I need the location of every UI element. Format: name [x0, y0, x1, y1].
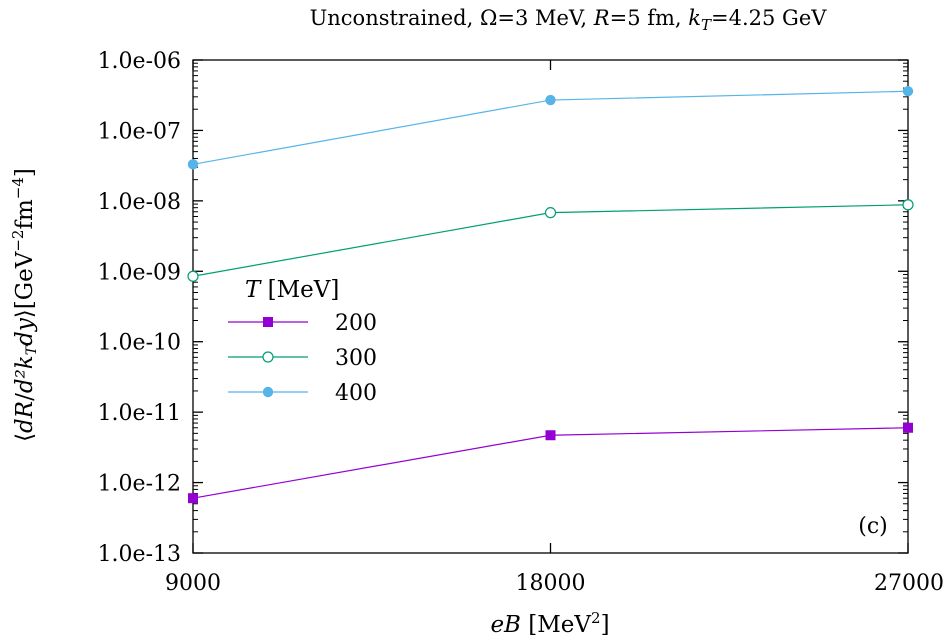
data-point-300	[902, 199, 914, 211]
series-markers	[187, 86, 914, 504]
legend-title: T [MeV]	[245, 277, 339, 303]
legend-label: 200	[335, 311, 377, 336]
axis-ticks	[192, 59, 909, 554]
y-tick-label: 1.0e-08	[98, 190, 181, 215]
x-tick-label: 18000	[516, 571, 586, 596]
chart-title: Unconstrained, Ω=3 MeV, R=5 fm, kT=4.25 …	[310, 6, 828, 34]
legend-marker	[263, 317, 273, 327]
x-tick-label: 9000	[165, 571, 221, 596]
legend-item: 200	[228, 311, 377, 336]
legend-label: 400	[335, 381, 377, 406]
legend-item: 300	[228, 346, 377, 371]
data-point-400	[902, 86, 914, 97]
y-tick-labels: 1.0e-13 1.0e-12 1.0e-11 1.0e-10 1.0e-09 1.0e-…	[98, 49, 181, 567]
y-tick-label: 1.0e-12	[98, 472, 181, 497]
panel-label: (c)	[858, 514, 888, 539]
y-tick-label: 1.0e-11	[98, 401, 181, 426]
y-tick-label: 1.0e-13	[98, 542, 181, 567]
x-tick-label: 27000	[874, 571, 944, 596]
y-tick-label: 1.0e-07	[98, 119, 181, 144]
data-point-300	[187, 270, 199, 282]
legend: T [MeV] 200 300 400	[228, 277, 377, 406]
y-tick-label: 1.0e-09	[98, 260, 181, 285]
y-tick-label: 1.0e-10	[98, 331, 181, 356]
y-tick-label: 1.0e-06	[98, 49, 181, 74]
legend-label: 300	[335, 346, 377, 371]
data-point-400	[187, 159, 199, 170]
data-point-200	[188, 493, 198, 504]
legend-marker	[262, 386, 274, 398]
data-point-300	[544, 207, 557, 219]
data-point-200	[903, 422, 913, 433]
x-tick-labels: 9000 18000 27000	[165, 571, 944, 596]
legend-item: 400	[228, 381, 377, 406]
x-axis-label: eB [MeV2]	[490, 609, 609, 638]
y-axis-label: ⟨dR/d²kTdy⟩[GeV−2fm−4]	[9, 168, 40, 442]
data-point-200	[545, 430, 556, 441]
legend-marker	[262, 351, 274, 363]
data-point-400	[545, 94, 556, 106]
